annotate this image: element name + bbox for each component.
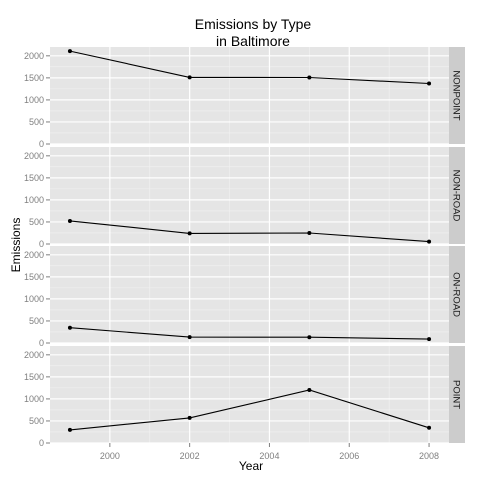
facet-panel-point: 0 500 1000 1500 2000 POINT [24,346,465,448]
y-tick-label: 2000 [24,350,44,360]
facet-strip [449,47,465,144]
series-line [69,50,430,85]
facet-panel-non-road: 0 500 1000 1500 2000 NON-ROAD [24,147,465,249]
facet-strip-label: POINT [451,380,462,409]
data-point [67,218,72,223]
panel-background [50,346,449,443]
data-point [307,231,312,236]
data-point [187,415,192,420]
panel-background [50,246,449,343]
x-tick-label: 2004 [259,451,279,461]
y-tick-label: 0 [39,139,44,149]
data-point [307,75,312,80]
x-tick-label: 2006 [339,451,359,461]
facet-strip [449,246,465,343]
y-tick-label: 500 [29,217,44,227]
chart-title-line-1: Emissions by Type [195,16,312,32]
y-tick-label: 1500 [24,372,44,382]
data-point [307,335,312,340]
y-tick-label: 2000 [24,250,44,260]
y-tick-label: 2000 [24,51,44,61]
facet-panel-on-road: 0 500 1000 1500 2000 ON-ROAD [24,246,465,348]
data-point [187,231,192,236]
facet-panel-nonpoint: 0 500 1000 1500 2000 NONPOINT [24,47,465,149]
panel-background [50,147,449,244]
y-tick-label: 2000 [24,151,44,161]
y-tick-label: 500 [29,416,44,426]
y-tick-label: 0 [39,338,44,348]
series-line [69,220,430,243]
series-line [69,389,430,431]
y-tick-label: 1500 [24,73,44,83]
y-tick-label: 1500 [24,173,44,183]
x-axis-label: Year [239,459,263,473]
data-point [427,337,432,342]
data-point [67,325,72,330]
facet-strip-label: NONPOINT [451,70,462,120]
chart-title-line-2: in Baltimore [216,33,290,49]
y-axis-label: Emissions [9,218,23,273]
data-point [427,425,432,430]
y-tick-label: 0 [39,438,44,448]
facet-strip [449,346,465,443]
facet-strip-label: NON-ROAD [451,170,462,222]
facet-panels: 0 500 1000 1500 2000 NONPOINT 0 500 1000 1500 2000… [24,47,465,461]
data-point [307,388,312,393]
x-tick-label: 2008 [419,451,439,461]
x-tick-label: 2000 [100,451,120,461]
y-tick-label: 1500 [24,272,44,282]
data-point [427,81,432,86]
data-point [427,239,432,244]
y-tick-label: 500 [29,117,44,127]
panel-background [50,47,449,144]
data-point [187,75,192,80]
x-tick-label: 2002 [180,451,200,461]
y-tick-label: 0 [39,239,44,249]
data-point [67,427,72,432]
y-tick-label: 1000 [24,195,44,205]
data-point [67,49,72,54]
y-tick-label: 1000 [24,95,44,105]
facet-strip [449,147,465,244]
y-tick-label: 1000 [24,294,44,304]
series-line [69,327,430,340]
y-tick-label: 500 [29,316,44,326]
data-point [187,335,192,340]
facet-strip-label: ON-ROAD [451,272,462,317]
y-tick-label: 1000 [24,394,44,404]
